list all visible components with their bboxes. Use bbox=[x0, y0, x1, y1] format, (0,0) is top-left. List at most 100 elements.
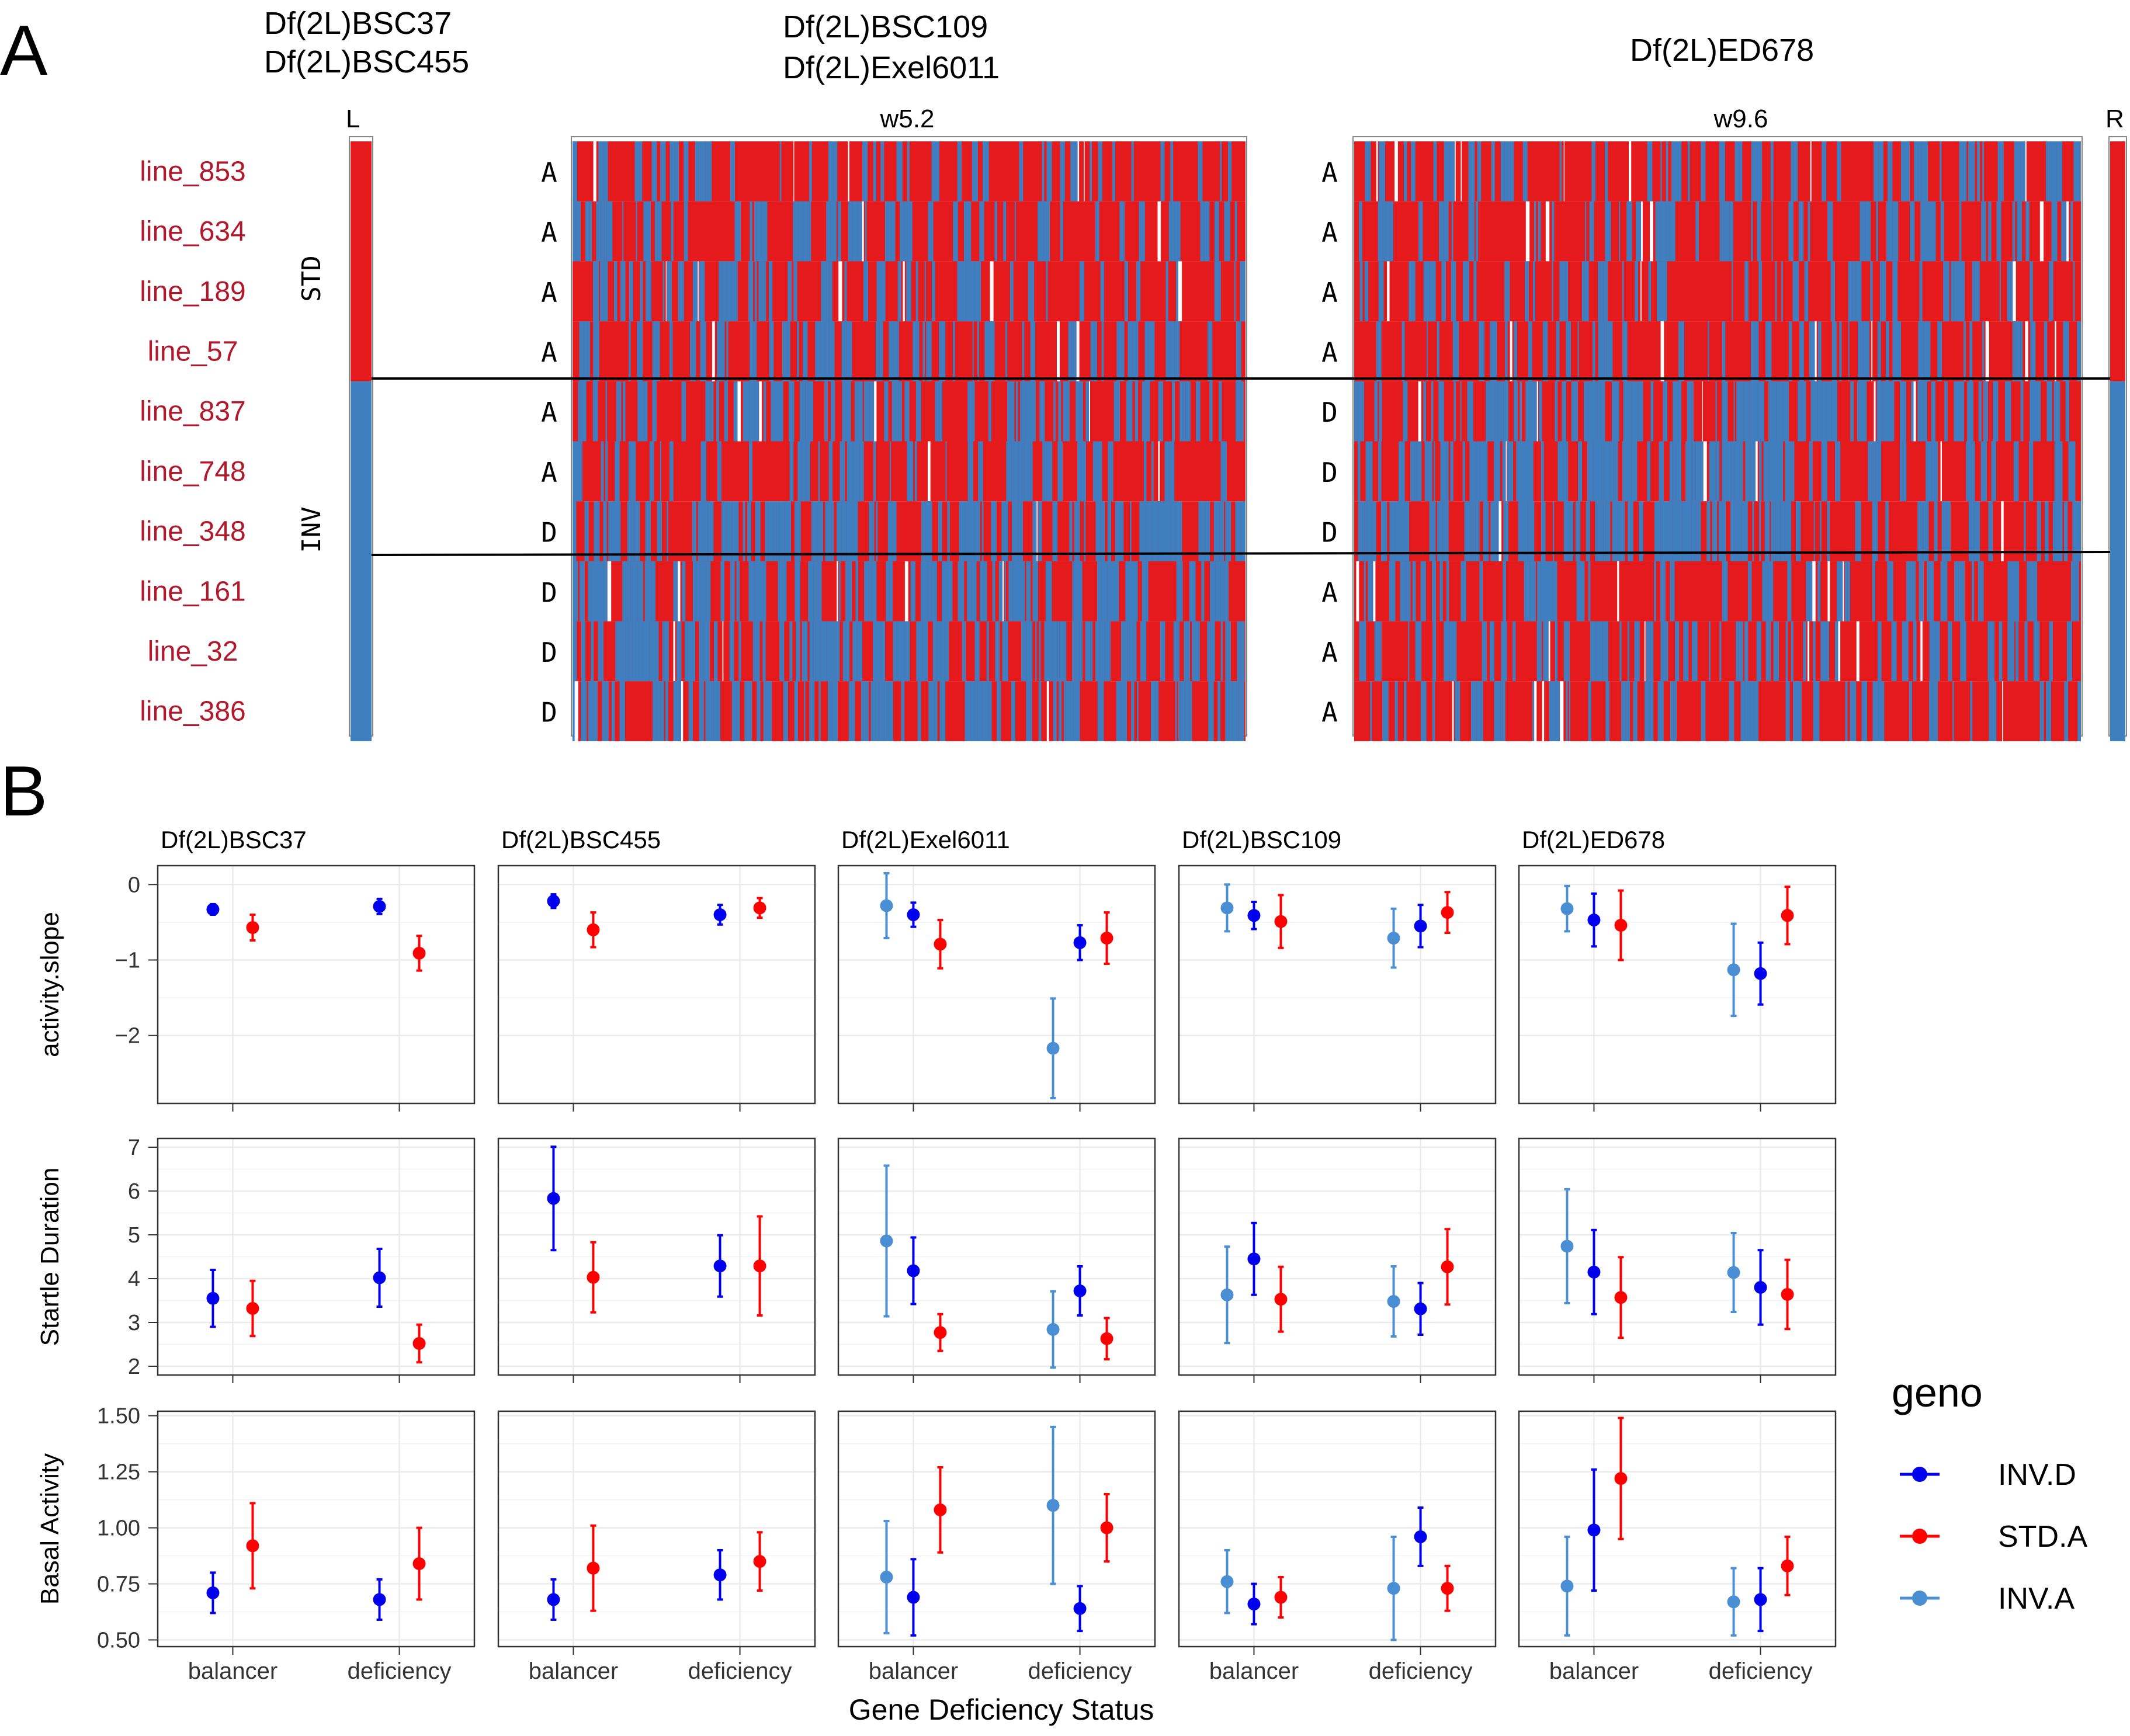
y-tick-label: 0.50 bbox=[97, 1628, 140, 1652]
y-tick-label: 3 bbox=[128, 1311, 140, 1335]
y-tick-label: 6 bbox=[128, 1179, 140, 1204]
data-point bbox=[1220, 901, 1234, 915]
data-point bbox=[1614, 919, 1628, 932]
data-point bbox=[547, 1593, 560, 1606]
w96-allele-label: D bbox=[1321, 517, 1338, 548]
y-tick-label: 0 bbox=[128, 873, 140, 897]
data-point bbox=[934, 938, 947, 951]
data-point bbox=[246, 1539, 259, 1553]
w96-allele-label: A bbox=[1321, 637, 1338, 668]
data-point bbox=[587, 1270, 600, 1284]
facet-panel bbox=[1518, 1137, 1837, 1383]
right-breakpoint-strip bbox=[2108, 136, 2127, 741]
data-point bbox=[1274, 1591, 1288, 1604]
x-tick-label: deficiency bbox=[348, 1658, 452, 1684]
data-point bbox=[1560, 1579, 1574, 1593]
legend-key-dot bbox=[1912, 1529, 1927, 1544]
line-label: line_57 bbox=[148, 336, 238, 367]
x-tick-label: deficiency bbox=[1028, 1658, 1132, 1684]
legend-key-dot bbox=[1912, 1467, 1927, 1482]
data-point bbox=[412, 1337, 426, 1350]
facet-strip-label: Df(2L)ED678 bbox=[1522, 826, 1665, 853]
w52-allele-label: A bbox=[541, 217, 557, 248]
data-point bbox=[1727, 1266, 1740, 1279]
w96-allele-label: D bbox=[1321, 457, 1338, 488]
w52-allele-label: D bbox=[541, 637, 557, 668]
data-point bbox=[1754, 1593, 1767, 1606]
data-point bbox=[907, 1264, 920, 1277]
data-point bbox=[1441, 1582, 1454, 1595]
w96-allele-label: A bbox=[1321, 277, 1338, 308]
data-point bbox=[907, 1591, 920, 1604]
facet-panel: balancer deficiency bbox=[1518, 1410, 1837, 1684]
y-axis-title: Basal Activity bbox=[36, 1453, 64, 1605]
facet-strip-label: Df(2L)BSC455 bbox=[501, 826, 661, 853]
data-point bbox=[1220, 1288, 1234, 1301]
y-tick-label: −1 bbox=[115, 949, 140, 973]
data-point bbox=[1614, 1472, 1628, 1485]
data-point bbox=[587, 1561, 600, 1575]
data-point bbox=[1247, 1598, 1261, 1611]
line-label: line_634 bbox=[140, 216, 246, 247]
data-point bbox=[1781, 909, 1794, 922]
data-point bbox=[1100, 1521, 1113, 1534]
edge-label-left: L bbox=[346, 105, 360, 133]
window-label-w52: w5.2 bbox=[880, 105, 935, 133]
data-point bbox=[880, 1571, 893, 1584]
y-tick-label: 1.25 bbox=[97, 1460, 140, 1485]
facet-panel bbox=[837, 864, 1156, 1112]
w96-allele-label: A bbox=[1321, 157, 1338, 188]
data-point bbox=[1046, 1041, 1060, 1055]
line-label: line_748 bbox=[140, 456, 246, 487]
data-point bbox=[246, 921, 259, 934]
line-label: line_189 bbox=[140, 276, 246, 307]
data-point bbox=[1046, 1323, 1060, 1336]
data-point bbox=[1441, 1260, 1454, 1273]
data-point bbox=[934, 1503, 947, 1516]
line-label: line_386 bbox=[140, 696, 246, 727]
top-label-bsc455: Df(2L)BSC455 bbox=[264, 44, 469, 79]
x-tick-label: balancer bbox=[529, 1658, 618, 1684]
panel-b-letter: B bbox=[0, 751, 47, 831]
group-label-inv: INV bbox=[297, 506, 327, 553]
data-point bbox=[1414, 1530, 1427, 1543]
facet-grid: Df(2L)BSC37 Df(2L)BSC455 Df(2L)Exel6011 Df(… bbox=[36, 826, 1837, 1684]
data-point bbox=[547, 1192, 560, 1205]
w96-allele-label: D bbox=[1321, 397, 1338, 428]
data-point bbox=[1781, 1559, 1794, 1572]
line-label: line_348 bbox=[140, 516, 246, 547]
data-point bbox=[412, 946, 426, 960]
data-point bbox=[206, 902, 220, 916]
data-point bbox=[1046, 1499, 1060, 1512]
y-tick-label: 7 bbox=[128, 1136, 140, 1160]
data-point bbox=[373, 900, 386, 913]
data-point bbox=[587, 923, 600, 936]
data-point bbox=[1073, 1602, 1087, 1615]
data-point bbox=[1441, 906, 1454, 919]
data-point bbox=[1073, 1284, 1087, 1297]
top-label-exel6011: Df(2L)Exel6011 bbox=[783, 50, 1000, 85]
data-point bbox=[907, 908, 920, 921]
data-point bbox=[1073, 936, 1087, 949]
facet-panel bbox=[497, 1137, 816, 1383]
legend-label: STD.A bbox=[1998, 1520, 2087, 1554]
top-label-bsc109: Df(2L)BSC109 bbox=[783, 9, 988, 44]
data-point bbox=[373, 1271, 386, 1284]
legend-key-dot bbox=[1912, 1591, 1927, 1606]
legend-item: INV.A bbox=[1900, 1582, 2075, 1616]
panel-a-letter: A bbox=[0, 11, 48, 90]
legend-item: STD.A bbox=[1900, 1520, 2087, 1554]
data-point bbox=[1727, 1595, 1740, 1609]
facet-panel bbox=[157, 864, 476, 1112]
data-point bbox=[1560, 902, 1574, 915]
data-point bbox=[713, 1259, 727, 1273]
facet-panel bbox=[497, 864, 816, 1112]
window-w96-matrix bbox=[1352, 136, 2083, 741]
w96-allele-label: A bbox=[1321, 217, 1338, 248]
line-label: line_161 bbox=[140, 576, 246, 607]
top-label-bsc37: Df(2L)BSC37 bbox=[264, 6, 452, 41]
facet-strip-label: Df(2L)Exel6011 bbox=[841, 826, 1010, 853]
w52-allele-label: A bbox=[541, 397, 557, 428]
